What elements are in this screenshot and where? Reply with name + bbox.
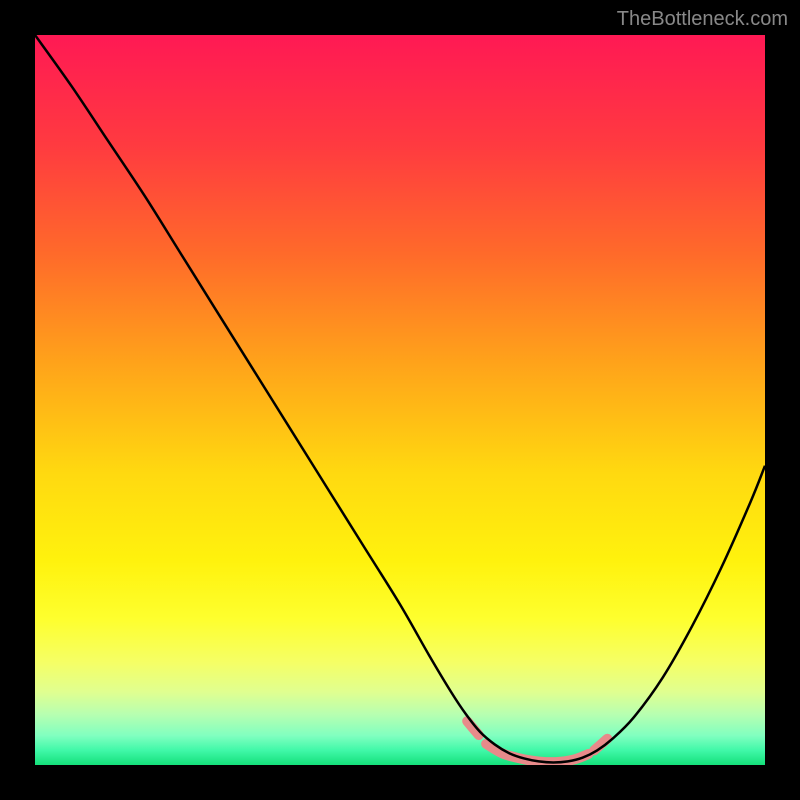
- gradient-background: [35, 35, 765, 765]
- plot-area: [35, 35, 765, 765]
- watermark-text: TheBottleneck.com: [617, 8, 788, 31]
- chart-svg: [35, 35, 765, 765]
